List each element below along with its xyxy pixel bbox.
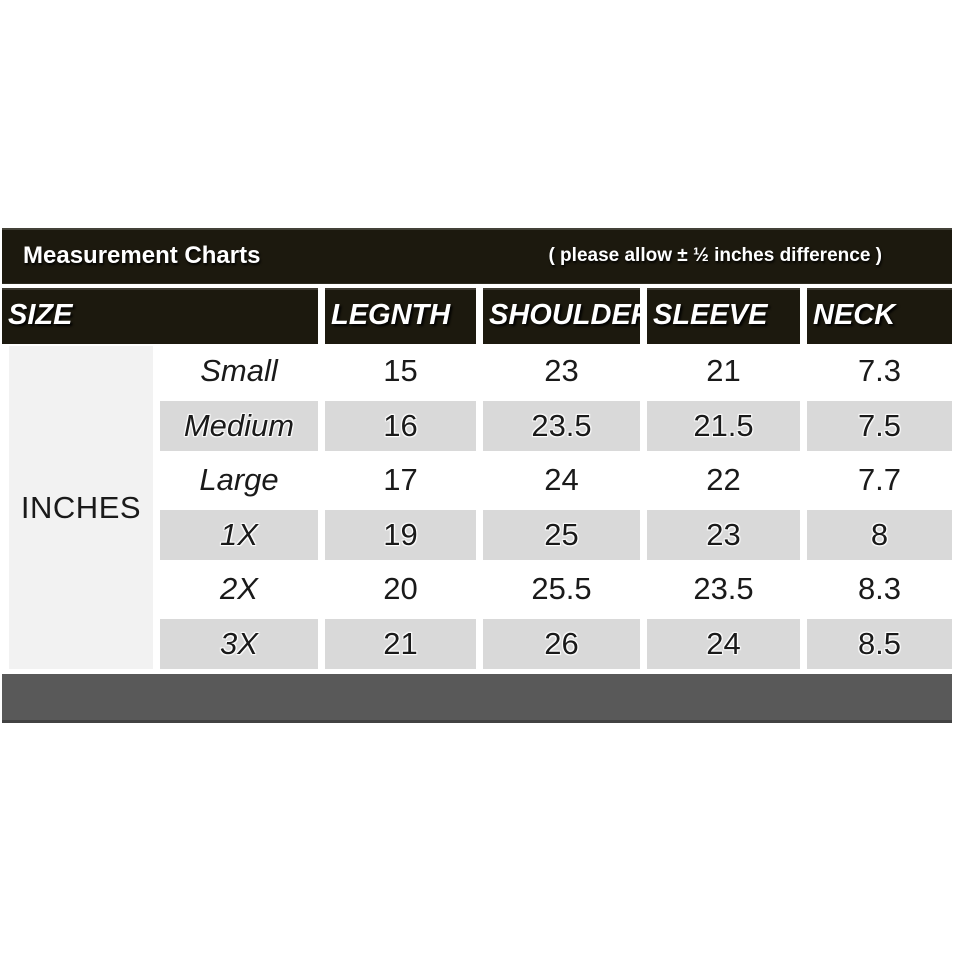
value-cell: 21 [640,344,800,399]
value-cell: 15 [318,344,476,399]
value-cell: 8.5 [800,616,952,671]
unit-cell: INCHES [2,344,153,671]
value-cell: 25 [476,507,640,562]
value-cell: 25.5 [476,562,640,617]
value-cell: 19 [318,507,476,562]
size-label: 3X [153,616,318,671]
value-cell: 17 [318,453,476,508]
table-row-large: Large 17 24 22 7.7 [2,453,952,508]
col-header-legnth: LEGNTH [318,288,476,344]
value-cell: 21 [318,616,476,671]
value-cell: 7.7 [800,453,952,508]
table-row-medium: Medium 16 23.5 21.5 7.5 [2,398,952,453]
title-bar: Measurement Charts ( please allow ± ½ in… [2,228,952,284]
value-cell: 23 [640,507,800,562]
col-header-size: SIZE [2,288,318,344]
measurement-chart: Measurement Charts ( please allow ± ½ in… [2,228,952,723]
size-label: 2X [153,562,318,617]
col-header-neck: NECK [800,288,952,344]
table-row-small: INCHES Small 15 23 21 7.3 [2,344,952,671]
value-cell: 7.5 [800,398,952,453]
value-cell: 26 [476,616,640,671]
value-cell: 8.3 [800,562,952,617]
tolerance-note: ( please allow ± ½ inches difference ) [548,245,882,266]
size-label: Small [153,344,318,399]
col-header-shoulder: SHOULDER [476,288,640,344]
chart-title: Measurement Charts [23,242,261,269]
table-row-2x: 2X 20 25.5 23.5 8.3 [2,562,952,617]
table-row-3x: 3X 21 26 24 8.5 [2,616,952,671]
measurement-table: SIZE LEGNTH SHOULDER SLEEVE NECK INCHES … [2,288,952,671]
value-cell: 23 [476,344,640,399]
value-cell: 7.3 [800,344,952,399]
value-cell: 20 [318,562,476,617]
size-label: Large [153,453,318,508]
header-row: SIZE LEGNTH SHOULDER SLEEVE NECK [2,288,952,344]
footer-bar [2,674,952,723]
value-cell: 8 [800,507,952,562]
value-cell: 24 [640,616,800,671]
table-row-1x: 1X 19 25 23 8 [2,507,952,562]
col-header-sleeve: SLEEVE [640,288,800,344]
value-cell: 22 [640,453,800,508]
value-cell: 16 [318,398,476,453]
value-cell: 23.5 [640,562,800,617]
size-label: 1X [153,507,318,562]
value-cell: 23.5 [476,398,640,453]
size-label: Medium [153,398,318,453]
value-cell: 21.5 [640,398,800,453]
value-cell: 24 [476,453,640,508]
